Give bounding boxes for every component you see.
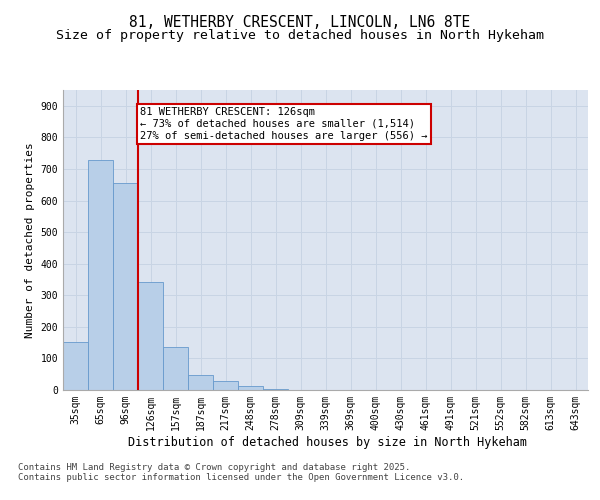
- Bar: [188, 376, 213, 390]
- Text: Distribution of detached houses by size in North Hykeham: Distribution of detached houses by size …: [128, 436, 527, 449]
- Text: 81 WETHERBY CRESCENT: 126sqm
← 73% of detached houses are smaller (1,514)
27% of: 81 WETHERBY CRESCENT: 126sqm ← 73% of de…: [140, 108, 428, 140]
- Bar: [138, 282, 163, 390]
- Y-axis label: Number of detached properties: Number of detached properties: [25, 142, 35, 338]
- Bar: [63, 342, 88, 390]
- Bar: [163, 346, 188, 390]
- Bar: [263, 389, 288, 390]
- Bar: [238, 386, 263, 390]
- Bar: [88, 160, 113, 390]
- Text: Size of property relative to detached houses in North Hykeham: Size of property relative to detached ho…: [56, 28, 544, 42]
- Bar: [113, 183, 138, 390]
- Bar: [213, 380, 238, 390]
- Text: Contains HM Land Registry data © Crown copyright and database right 2025.
Contai: Contains HM Land Registry data © Crown c…: [18, 463, 464, 482]
- Text: 81, WETHERBY CRESCENT, LINCOLN, LN6 8TE: 81, WETHERBY CRESCENT, LINCOLN, LN6 8TE: [130, 15, 470, 30]
